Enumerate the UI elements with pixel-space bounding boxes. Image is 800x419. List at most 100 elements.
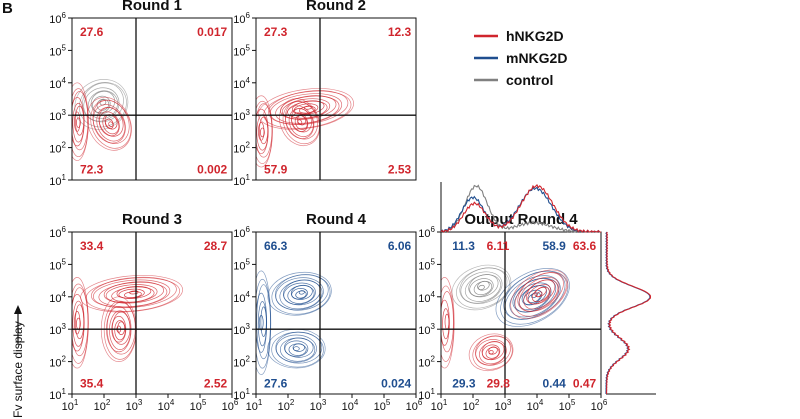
contour-ring — [441, 299, 450, 346]
contour-ring — [275, 277, 324, 311]
contour-ring — [267, 271, 332, 316]
contour-ring — [92, 279, 171, 308]
right-histogram — [605, 231, 656, 395]
contour-plot — [72, 275, 183, 369]
contour-ring — [534, 286, 547, 298]
quadrant-percentage: 29.3 — [452, 377, 476, 391]
x-tick-label: 104 — [342, 398, 359, 413]
quadrant-percentage: 11.3 — [452, 239, 475, 253]
x-tick-label: 106 — [222, 398, 239, 413]
contour-ring — [288, 108, 314, 138]
contour-ring — [284, 340, 309, 357]
y-tick-label: 106 — [49, 11, 66, 26]
quadrant-percentage: 2.52 — [204, 377, 228, 391]
contour-ring — [291, 288, 308, 300]
contour-ring — [517, 272, 564, 312]
contour-ring — [83, 87, 120, 122]
y-tick-label: 101 — [418, 387, 435, 402]
contour-ring — [293, 346, 300, 351]
contour-ring — [459, 267, 508, 304]
quadrant-percentage: 72.3 — [80, 163, 104, 177]
contour-population — [267, 271, 332, 316]
contour-ring — [106, 301, 136, 355]
contour-population — [267, 328, 326, 369]
contour-ring — [536, 291, 543, 298]
panel-title: Round 1 — [122, 0, 182, 14]
y-tick-label: 101 — [49, 173, 66, 188]
quadrant-percentage: 2.53 — [388, 163, 412, 177]
contour-population — [80, 275, 183, 313]
contour-ring — [291, 112, 309, 132]
contour-ring — [256, 284, 271, 360]
y-tick-label: 103 — [418, 322, 435, 337]
contour-ring — [109, 310, 131, 350]
legend-label-c: control — [506, 72, 553, 88]
contour-ring — [114, 320, 126, 341]
contour-ring — [442, 308, 450, 340]
x-tick-label: 101 — [62, 398, 79, 413]
x-tick-label: 105 — [190, 398, 207, 413]
contour-ring — [481, 344, 501, 361]
y-tick-label: 106 — [418, 225, 435, 240]
y-tick-label: 103 — [233, 108, 250, 123]
contour-ring — [285, 105, 315, 139]
panel-title: Round 4 — [306, 211, 367, 228]
contour-ring — [460, 271, 503, 304]
contour-ring — [92, 95, 111, 114]
y-axis-label: Fv surface display — [11, 321, 25, 418]
y-tick-label: 103 — [49, 322, 66, 337]
x-tick-label: 103 — [310, 398, 327, 413]
quadrant-percentage: 6.06 — [388, 239, 412, 253]
contour-ring — [468, 333, 514, 372]
y-tick-label: 105 — [233, 43, 250, 58]
contour-ring — [478, 284, 485, 291]
contour-ring — [292, 343, 305, 352]
contour-population — [256, 270, 272, 375]
contour-ring — [441, 285, 455, 362]
contour-ring — [475, 335, 511, 366]
contour-ring — [117, 321, 126, 336]
contour-ring — [291, 108, 312, 133]
y-tick-label: 102 — [233, 141, 250, 156]
contour-ring — [275, 95, 340, 124]
legend-label-h: hNKG2D — [506, 28, 564, 44]
contour-ring — [74, 111, 81, 132]
contour-ring — [74, 311, 81, 335]
quadrant-percentage: 63.6 — [573, 239, 597, 253]
contour-ring — [72, 91, 89, 151]
plot-frame — [71, 17, 233, 181]
quadrant-percentage: 57.9 — [264, 163, 288, 177]
y-tick-label: 104 — [233, 76, 250, 91]
contour-ring — [108, 121, 114, 127]
contour-ring — [441, 277, 455, 369]
contour-population — [441, 277, 455, 369]
contour-ring — [295, 290, 307, 299]
hist-line-h — [440, 183, 601, 233]
panel-title: Round 2 — [306, 0, 366, 14]
x-tick-label: 105 — [559, 398, 576, 413]
contour-population — [258, 88, 354, 130]
contour-ring — [116, 286, 152, 299]
contour-ring — [124, 291, 142, 298]
contour-ring — [284, 337, 314, 358]
contour-ring — [298, 290, 305, 295]
quadrant-percentage: 12.3 — [388, 25, 412, 39]
quadrant-percentage: 0.44 — [542, 377, 566, 391]
quadrant-percentage: 27.6 — [264, 377, 288, 391]
x-tick-label: 104 — [527, 398, 544, 413]
y-tick-label: 101 — [233, 387, 250, 402]
contour-plot — [256, 88, 354, 168]
contour-ring — [469, 278, 494, 297]
contour-ring — [259, 116, 269, 145]
x-tick-label: 102 — [463, 398, 480, 413]
quadrant-percentage: 0.017 — [197, 25, 227, 39]
contour-plot — [256, 270, 332, 375]
contour-ring — [103, 281, 165, 304]
y-tick-label: 101 — [233, 173, 250, 188]
contour-ring — [495, 268, 570, 327]
contour-ring — [92, 104, 126, 144]
contour-ring — [112, 311, 131, 345]
contour-ring — [78, 82, 127, 128]
